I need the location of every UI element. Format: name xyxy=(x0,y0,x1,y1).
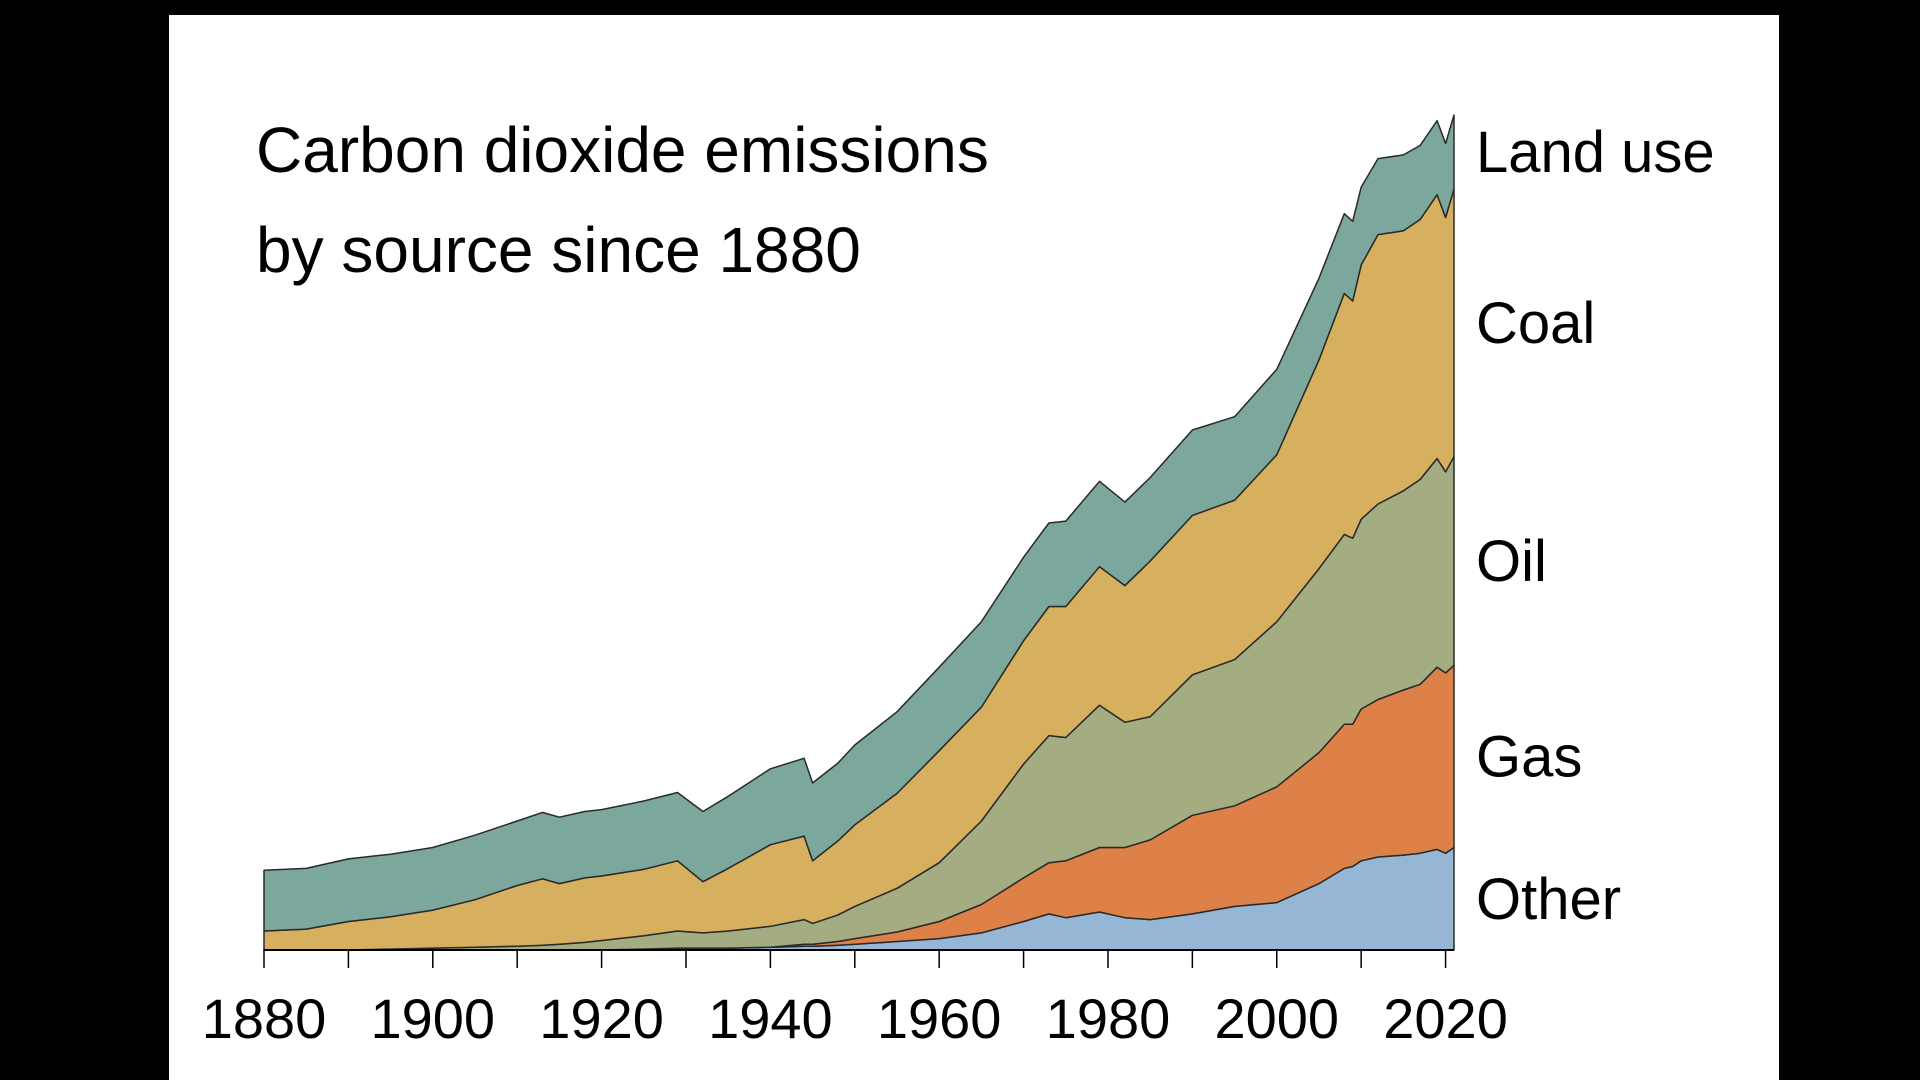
x-tick-label: 1960 xyxy=(877,987,1002,1050)
x-tick-label: 1880 xyxy=(202,987,327,1050)
x-tick-label: 1920 xyxy=(539,987,664,1050)
x-tick-label: 1940 xyxy=(708,987,833,1050)
x-axis-ticks: 1880 1900 1920 1940 1960 1980 2000 2020 xyxy=(202,950,1508,1050)
label-oil: Oil xyxy=(1476,529,1547,594)
stacked-areas xyxy=(263,114,1455,951)
chart-panel: Other Gas Oil Coal Land use 1880 1900 1920 1940… xyxy=(169,15,1779,1080)
chart: Other Gas Oil Coal Land use 1880 1900 1920 1940… xyxy=(202,114,1715,1050)
series-labels: Other Gas Oil Coal Land use xyxy=(1476,120,1715,932)
x-tick-label: 2020 xyxy=(1383,987,1508,1050)
x-tick-label: 2000 xyxy=(1214,987,1339,1050)
label-other: Other xyxy=(1476,867,1621,932)
label-gas: Gas xyxy=(1476,724,1582,789)
label-land-use: Land use xyxy=(1476,120,1715,185)
x-tick-label: 1900 xyxy=(371,987,496,1050)
area-land-use xyxy=(263,114,1455,932)
label-coal: Coal xyxy=(1476,291,1595,356)
chart-title-line-1: Carbon dioxide emissions xyxy=(256,114,989,186)
chart-title-line-2: by source since 1880 xyxy=(256,214,861,286)
x-tick-label: 1980 xyxy=(1046,987,1171,1050)
